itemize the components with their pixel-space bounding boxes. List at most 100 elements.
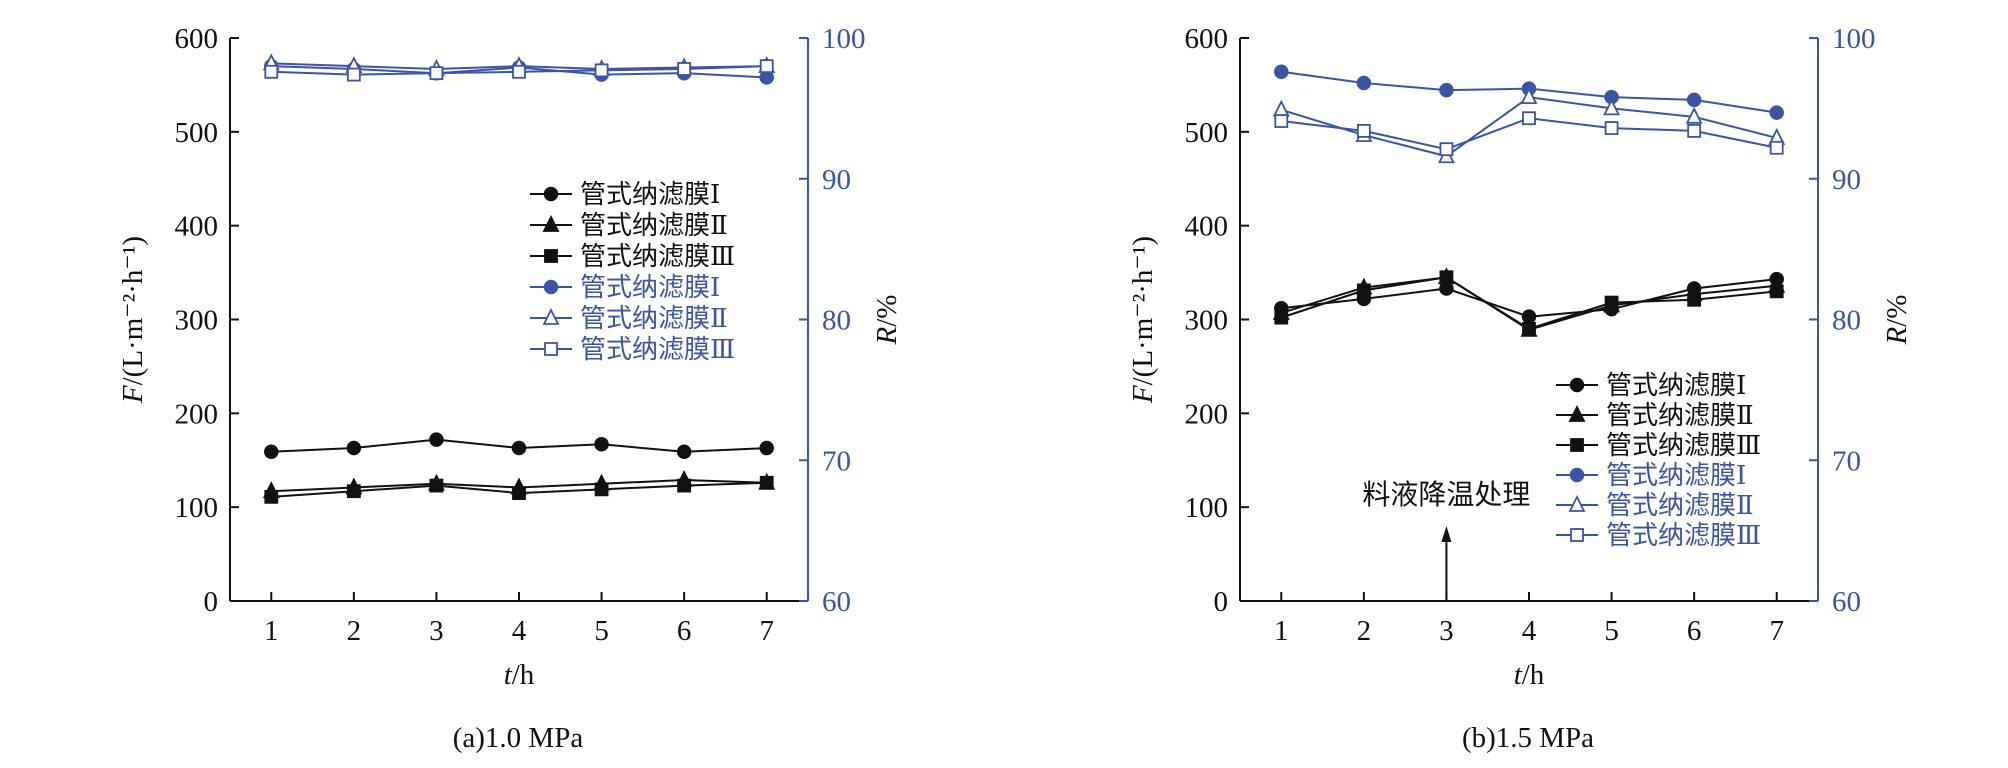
right-y-tick-label: 90 <box>822 164 851 196</box>
data-point <box>346 67 361 82</box>
right-y-tick-label: 100 <box>1832 23 1876 55</box>
data-point <box>429 432 444 447</box>
x-tick-label: 1 <box>264 615 279 647</box>
left-y-axis-label-variable: F <box>117 385 149 404</box>
x-axis-label-variable: t <box>504 659 513 691</box>
data-point <box>1769 105 1784 120</box>
right-y-tick-label: 70 <box>1832 445 1861 477</box>
legend-label: 管式纳滤膜Ⅰ <box>1606 461 1746 490</box>
legend-marker <box>544 249 558 263</box>
figure-caption: (b)1.5 MPa <box>1462 722 1594 754</box>
data-point <box>1685 106 1703 124</box>
legend-label: 管式纳滤膜Ⅱ <box>580 211 728 240</box>
data-point <box>759 59 774 74</box>
x-tick-label: 5 <box>1604 615 1619 647</box>
data-point <box>1274 114 1289 128</box>
data-point <box>346 440 362 456</box>
data-point <box>676 444 692 460</box>
x-axis-label-variable: t <box>1514 659 1523 691</box>
left-y-tick-label: 400 <box>1185 211 1229 243</box>
data-point <box>1769 284 1784 299</box>
left-y-tick-label: 200 <box>1185 398 1229 430</box>
legend-marker <box>1570 438 1584 452</box>
legend-label: 管式纳滤膜Ⅱ <box>580 304 728 333</box>
left-y-axis-label-unit: /(L·m⁻²·h⁻¹) <box>1127 236 1159 385</box>
data-point <box>1604 295 1619 310</box>
data-point <box>677 478 692 493</box>
left-y-tick-label: 0 <box>204 586 219 618</box>
x-tick-label: 2 <box>1357 615 1372 647</box>
left-y-tick-label: 300 <box>1185 305 1229 337</box>
x-axis-label-unit: /h <box>1522 659 1545 691</box>
legend-marker <box>1568 404 1586 422</box>
x-tick-label: 2 <box>347 615 362 647</box>
right-y-axis-label-unit: /% <box>871 295 903 327</box>
x-axis-label-unit: /h <box>512 659 535 691</box>
left-y-tick-label: 500 <box>175 117 219 149</box>
x-tick-label: 6 <box>677 615 692 647</box>
legend-label: 管式纳滤膜Ⅱ <box>1606 401 1754 430</box>
data-point <box>1439 142 1454 157</box>
right-y-tick-label: 70 <box>822 445 851 477</box>
left-y-tick-label: 400 <box>175 211 219 243</box>
data-point <box>1356 123 1371 138</box>
legend-marker <box>542 307 560 325</box>
left-y-tick-label: 0 <box>1214 586 1229 618</box>
data-point <box>594 482 609 497</box>
data-point <box>594 437 609 452</box>
data-point <box>264 64 279 79</box>
data-point <box>594 63 609 78</box>
legend-marker <box>1569 467 1585 483</box>
series-line-rejection-2 <box>1280 96 1777 158</box>
left-y-axis-label-variable: F <box>1127 385 1159 404</box>
left-y-tick-label: 100 <box>1185 492 1229 524</box>
data-point <box>1356 283 1371 298</box>
data-point <box>1686 92 1702 108</box>
data-point <box>511 440 527 456</box>
chart-panel-a: 0 100 200 300 400 500 600 60 70 80 90 100 1 2 3 4 5 6 7 t/h… <box>117 23 903 754</box>
right-y-axis-label-variable: R <box>1881 326 1913 345</box>
data-point <box>346 484 361 499</box>
x-tick-label: 1 <box>1274 615 1289 647</box>
x-tick-label: 4 <box>512 615 527 647</box>
legend-label: 管式纳滤膜Ⅰ <box>580 180 720 209</box>
x-tick-label: 3 <box>1439 615 1454 647</box>
right-y-tick-label: 60 <box>1832 586 1861 618</box>
legend-marker <box>543 186 559 202</box>
data-point <box>1603 98 1621 116</box>
left-y-tick-label: 200 <box>175 398 219 430</box>
data-point <box>1687 292 1702 307</box>
left-y-tick-label: 600 <box>175 23 219 55</box>
right-y-tick-label: 100 <box>822 23 866 55</box>
legend-marker <box>542 214 560 232</box>
data-point <box>1769 140 1784 155</box>
legend-label: 管式纳滤膜Ⅱ <box>1606 491 1754 520</box>
data-point <box>1272 99 1290 117</box>
data-point <box>759 475 774 490</box>
data-point <box>429 478 444 493</box>
data-point <box>264 489 279 504</box>
data-point <box>1274 64 1289 80</box>
data-point <box>1687 123 1702 138</box>
left-y-tick-label: 300 <box>175 305 219 337</box>
left-y-axis-label-unit: /(L·m⁻²·h⁻¹) <box>117 236 149 385</box>
legend-label: 管式纳滤膜Ⅰ <box>1606 371 1746 400</box>
data-point <box>1439 82 1454 98</box>
legend-label: 管式纳滤膜Ⅰ <box>580 273 720 302</box>
legend-marker <box>1568 494 1586 512</box>
x-tick-label: 7 <box>759 615 774 647</box>
x-tick-label: 3 <box>429 615 444 647</box>
data-point <box>1604 121 1619 135</box>
data-point <box>1520 87 1538 105</box>
legend-marker <box>1570 528 1584 542</box>
left-y-axis-label: F/(L·m⁻²·h⁻¹) <box>1127 236 1159 404</box>
data-point <box>512 64 526 79</box>
right-y-tick-label: 90 <box>1832 164 1861 196</box>
chart-panel-b: 0 100 200 300 400 500 600 60 70 80 90 100 1 2 3 4 5 6 7 t/h… <box>1127 23 1913 754</box>
right-y-axis-label: R/% <box>1881 295 1913 346</box>
data-point <box>264 444 279 460</box>
data-point <box>1356 75 1372 91</box>
annotation-label: 料液降温处理 <box>1362 479 1530 511</box>
data-point <box>1439 270 1454 285</box>
